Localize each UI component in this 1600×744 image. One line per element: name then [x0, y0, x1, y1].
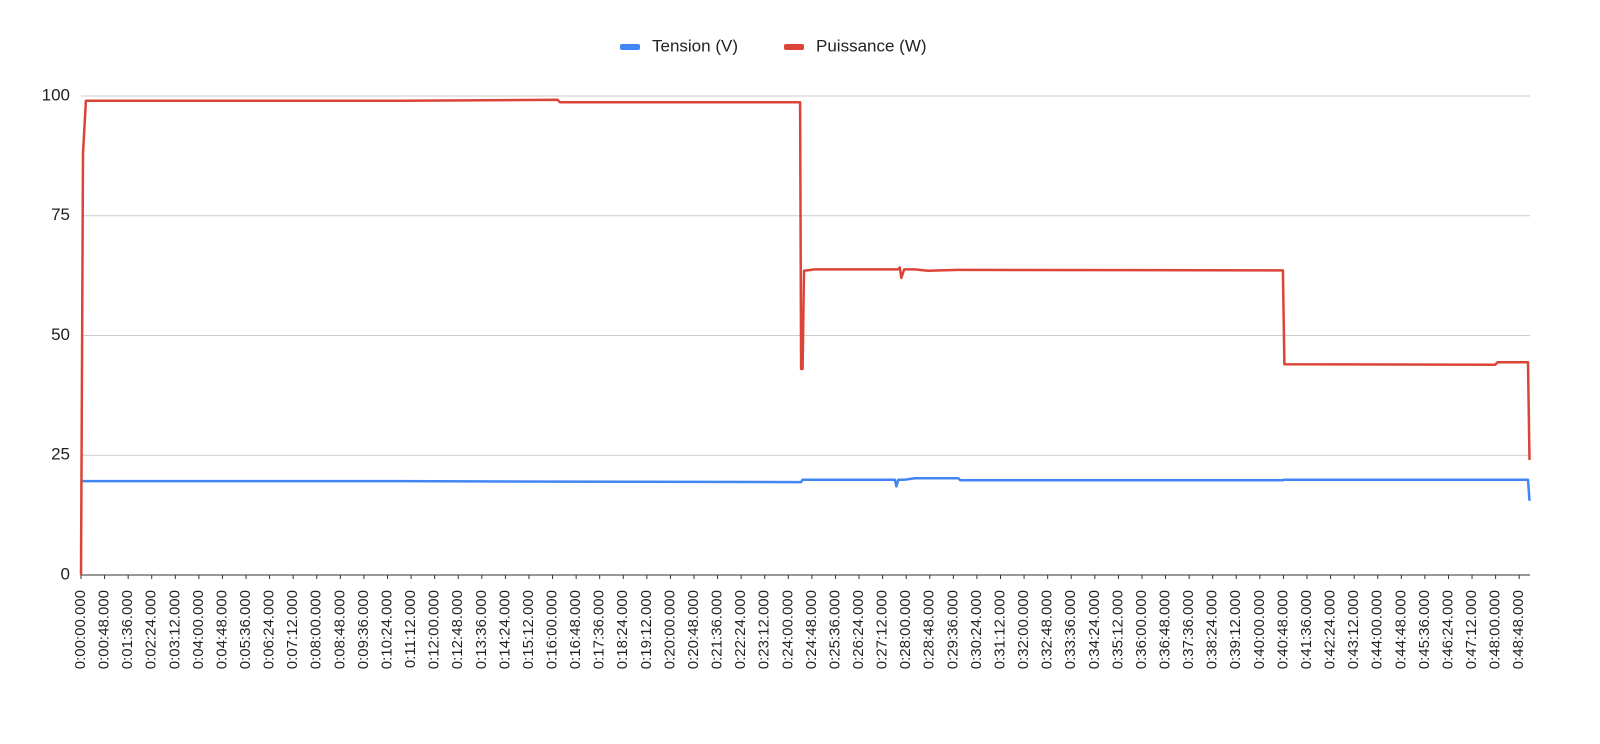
x-tick-label: 0:27:12.000: [874, 590, 891, 669]
x-tick-label: 0:16:48.000: [567, 590, 584, 669]
x-tick-label: 0:00:00.000: [72, 590, 89, 669]
x-tick-label: 0:33:36.000: [1062, 590, 1079, 669]
x-tick-label: 0:26:24.000: [850, 590, 867, 669]
x-tick-label: 0:28:48.000: [921, 590, 938, 669]
x-tick-label: 0:22:24.000: [732, 590, 749, 669]
x-tick-label: 0:38:24.000: [1204, 590, 1221, 669]
x-tick-label: 0:43:12.000: [1345, 590, 1362, 669]
x-tick-label: 0:13:36.000: [473, 590, 490, 669]
x-tick-label: 0:20:48.000: [685, 590, 702, 669]
x-tick-label: 0:07:12.000: [284, 590, 301, 669]
x-tick-label: 0:00:48.000: [96, 590, 113, 669]
x-tick-label: 0:08:48.000: [331, 590, 348, 669]
x-tick-label: 0:32:00.000: [1015, 590, 1032, 669]
y-tick-label: 100: [42, 85, 70, 104]
x-tick-label: 0:11:12.000: [402, 590, 419, 668]
x-tick-label: 0:35:12.000: [1109, 590, 1126, 669]
x-tick-label: 0:40:00.000: [1251, 590, 1268, 669]
x-tick-label: 0:19:12.000: [638, 590, 655, 669]
legend-swatch: [620, 44, 640, 50]
y-tick-label: 50: [51, 325, 70, 344]
x-tick-label: 0:16:00.000: [544, 590, 561, 669]
x-tick-label: 0:24:48.000: [803, 590, 820, 669]
y-tick-label: 0: [61, 564, 70, 583]
legend-label: Tension (V): [652, 36, 738, 55]
x-tick-label: 0:15:12.000: [520, 590, 537, 669]
series-line: [79, 98, 1531, 576]
x-tick-label: 0:44:48.000: [1392, 590, 1409, 669]
x-tick-label: 0:17:36.000: [591, 590, 608, 669]
x-tick-label: 0:06:24.000: [261, 590, 278, 669]
x-tick-label: 0:12:00.000: [426, 590, 443, 669]
x-tick-label: 0:40:48.000: [1274, 590, 1291, 669]
x-tick-label: 0:31:12.000: [991, 590, 1008, 669]
y-tick-label: 75: [51, 205, 70, 224]
x-tick-label: 0:02:24.000: [143, 590, 160, 669]
x-tick-label: 0:48:48.000: [1510, 590, 1527, 669]
x-tick-label: 0:03:12.000: [166, 590, 183, 669]
x-tick-label: 0:48:00.000: [1487, 590, 1504, 669]
x-tick-label: 0:36:00.000: [1133, 590, 1150, 669]
x-tick-label: 0:47:12.000: [1463, 590, 1480, 669]
x-tick-label: 0:09:36.000: [355, 590, 372, 669]
x-tick-label: 0:37:36.000: [1180, 590, 1197, 669]
x-tick-label: 0:14:24.000: [496, 590, 513, 669]
x-tick-label: 0:08:00.000: [308, 590, 325, 669]
legend-label: Puissance (W): [816, 36, 927, 55]
x-tick-label: 0:04:00.000: [190, 590, 207, 669]
x-tick-label: 0:30:24.000: [968, 590, 985, 669]
x-tick-label: 0:39:12.000: [1227, 590, 1244, 669]
x-tick-label: 0:29:36.000: [944, 590, 961, 669]
x-tick-label: 0:01:36.000: [119, 590, 136, 669]
x-tick-label: 0:20:00.000: [661, 590, 678, 669]
legend-swatch: [784, 44, 804, 50]
x-tick-label: 0:12:48.000: [449, 590, 466, 669]
x-tick-label: 0:24:00.000: [779, 590, 796, 669]
x-tick-label: 0:41:36.000: [1298, 590, 1315, 669]
series-line: [81, 476, 1531, 501]
y-tick-label: 25: [51, 445, 70, 464]
x-tick-label: 0:36:48.000: [1157, 590, 1174, 669]
x-tick-label: 0:21:36.000: [709, 590, 726, 669]
x-tick-label: 0:44:00.000: [1369, 590, 1386, 669]
x-tick-label: 0:10:24.000: [378, 590, 395, 669]
x-tick-label: 0:25:36.000: [826, 590, 843, 669]
x-tick-label: 0:32:48.000: [1039, 590, 1056, 669]
x-tick-label: 0:34:24.000: [1086, 590, 1103, 669]
x-tick-label: 0:23:12.000: [756, 590, 773, 669]
x-tick-label: 0:04:48.000: [213, 590, 230, 669]
x-tick-label: 0:28:00.000: [897, 590, 914, 669]
x-tick-label: 0:46:24.000: [1439, 590, 1456, 669]
x-tick-label: 0:05:36.000: [237, 590, 254, 669]
x-tick-label: 0:45:36.000: [1416, 590, 1433, 669]
x-tick-label: 0:18:24.000: [614, 590, 631, 669]
x-tick-label: 0:42:24.000: [1322, 590, 1339, 669]
